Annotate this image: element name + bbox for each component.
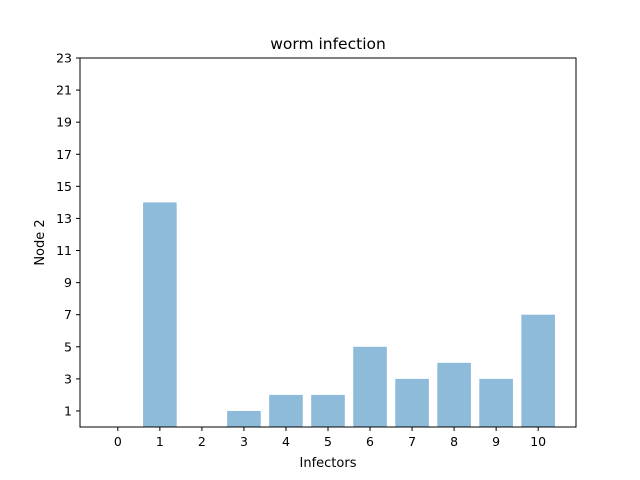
- bar-7: [395, 378, 429, 427]
- bar-6: [353, 346, 387, 427]
- x-tick-label: 4: [282, 434, 290, 449]
- x-tick-label: 8: [450, 434, 458, 449]
- bars-group: [143, 202, 555, 427]
- x-tick-label: 2: [198, 434, 206, 449]
- bar-9: [479, 378, 513, 427]
- y-tick-label: 19: [56, 115, 72, 130]
- x-tick-label: 3: [240, 434, 248, 449]
- y-tick-label: 1: [64, 403, 72, 418]
- x-tick-label: 1: [156, 434, 164, 449]
- bar-4: [269, 394, 303, 427]
- x-tick-label: 7: [408, 434, 416, 449]
- x-tick-label: 0: [114, 434, 122, 449]
- y-tick-label: 23: [56, 51, 72, 66]
- y-tick-label: 11: [56, 243, 72, 258]
- x-tick-label: 6: [366, 434, 374, 449]
- bar-3: [227, 410, 261, 427]
- y-tick-label: 3: [64, 371, 72, 386]
- x-tick-label: 9: [492, 434, 500, 449]
- y-tick-label: 21: [56, 83, 72, 98]
- x-axis-title: Infectors: [300, 456, 357, 471]
- y-tick-label: 5: [64, 339, 72, 354]
- y-tick-label: 13: [56, 211, 72, 226]
- bar-1: [143, 202, 177, 427]
- x-tick-label: 5: [324, 434, 332, 449]
- y-tick-label: 15: [56, 179, 72, 194]
- x-tick-label: 10: [530, 434, 546, 449]
- bar-8: [437, 362, 471, 427]
- y-tick-label: 17: [56, 147, 72, 162]
- bar-5: [311, 394, 345, 427]
- bar-10: [521, 314, 555, 427]
- chart-title: worm infection: [270, 35, 386, 53]
- y-tick-label: 7: [64, 307, 72, 322]
- x-axis: 0 1 2 3 4 5 6 7 8 9 10: [114, 427, 546, 449]
- y-tick-label: 9: [64, 275, 72, 290]
- y-axis-title: Node 2: [33, 219, 48, 265]
